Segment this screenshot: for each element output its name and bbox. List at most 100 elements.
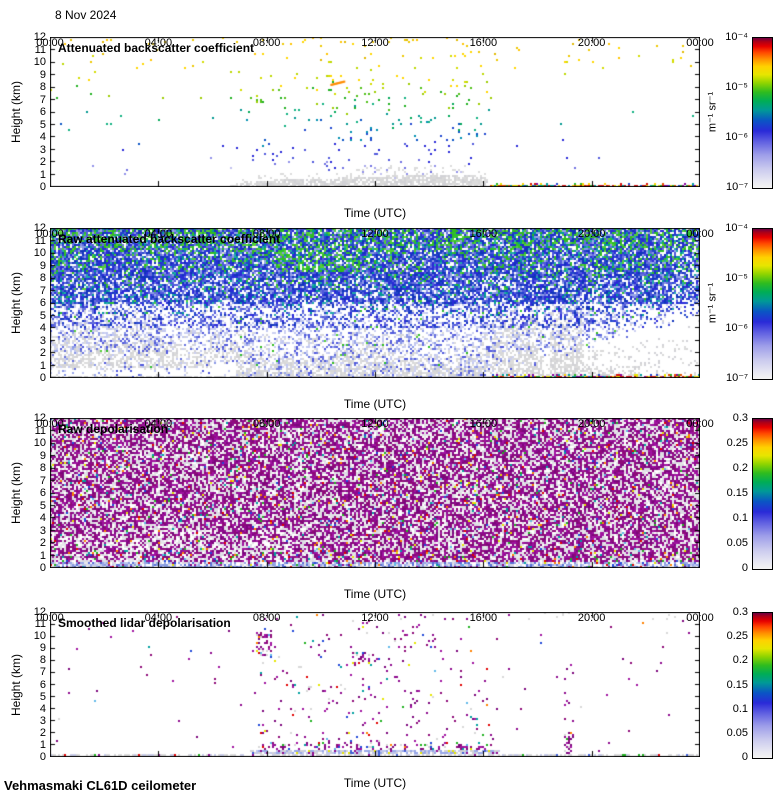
y-tick-label: 4 [39,702,46,715]
y-tick-label: 12 [33,412,46,424]
colorbar-tick-label: 10⁻⁶ [725,131,748,143]
date-label: 8 Nov 2024 [55,8,117,22]
y-tick-label: 12 [33,31,46,43]
colorbar-tick-label: 0.15 [726,487,748,499]
plot-title: Attenuated backscatter coefficient [58,41,255,55]
colorbar-tick-label: 0.3 [732,606,748,618]
y-tick-label: 8 [39,272,46,284]
colorbar-tick-labels: 10⁻⁴ 10⁻⁵ 10⁻⁶ 10⁻⁷ [698,222,748,384]
colorbar-tick-label: 10⁻⁶ [725,322,748,334]
colorbar [752,228,773,380]
y-tick-labels: 0 1 2 3 4 5 6 7 8 9 10 11 12 [20,222,46,384]
y-tick-label: 8 [39,462,46,474]
x-tick-label: 16:00 [469,418,498,430]
x-tick-label: 00:00 [686,612,714,624]
x-tick-label: 08:00 [252,37,281,49]
raw-backscatter-canvas [50,228,700,378]
smoothed-depolarisation-canvas [50,612,700,757]
colorbar-tick-label: 0.2 [732,461,748,474]
colorbar-tick-label: 10⁻⁴ [725,222,748,234]
attenuated-backscatter-canvas [50,37,700,187]
y-tick-label: 2 [39,347,46,359]
x-tick-label: 20:00 [577,37,606,49]
colorbar-tick-label: 0.15 [726,678,748,691]
colorbar [752,37,773,189]
y-tick-label: 9 [39,259,46,272]
y-tick-label: 2 [39,537,46,549]
x-axis-label: Time (UTC) [343,397,407,411]
y-tick-label: 10 [33,56,46,68]
x-tick-label: 04:00 [144,418,173,430]
colorbar-unit-label: m⁻¹ sr⁻¹ [706,282,719,324]
y-tick-label: 8 [39,654,46,667]
colorbar-tick-label: 0.05 [726,726,748,739]
colorbar-tick-label: 10⁻⁷ [725,372,748,384]
x-tick-label: 08:00 [252,612,281,624]
x-tick-label: 04:00 [144,37,173,49]
x-tick-label: 00:00 [686,418,714,430]
y-tick-label: 5 [39,499,46,512]
x-tick-label: 12:00 [361,612,389,624]
colorbar-tick-label: 0.25 [726,437,748,449]
x-tick-label: 16:00 [469,228,498,240]
y-tick-label: 4 [39,131,46,143]
y-tick-label: 6 [39,678,46,691]
colorbar-tick-label: 0.2 [732,654,748,667]
y-tick-label: 7 [39,666,46,679]
x-axis-label: Time (UTC) [343,587,407,601]
panel-raw-depolarisation: Height (km) 0 1 2 3 4 5 6 7 8 9 10 11 12 Raw depolar… [0,412,780,608]
y-tick-label: 0 [39,751,46,763]
x-axis-label: Time (UTC) [343,776,407,790]
colorbar-tick-label: 0 [741,751,748,763]
x-tick-label: 16:00 [469,37,498,49]
y-tick-label: 4 [39,512,46,524]
x-tick-label: 20:00 [577,418,606,430]
plot-title: Smoothed lidar depolarisation [58,616,231,630]
y-tick-label: 10 [33,437,46,449]
x-tick-label: 00:00 [36,418,64,430]
y-tick-label: 1 [39,168,46,181]
y-tick-label: 4 [39,322,46,334]
y-tick-label: 3 [39,524,46,537]
x-tick-label: 12:00 [361,37,389,49]
colorbar-tick-label: 0.25 [726,630,748,643]
panel-attenuated-backscatter: Height (km) 0 1 2 3 4 5 6 7 8 9 10 11 12 Attenuated … [0,31,780,227]
y-tick-label: 9 [39,449,46,462]
colorbar-tick-label: 10⁻⁵ [725,271,748,284]
y-tick-label: 5 [39,309,46,322]
x-tick-label: 20:00 [577,228,606,240]
x-tick-label: 08:00 [252,228,281,240]
colorbar-tick-label: 0.05 [726,536,748,549]
panel-smoothed-depolarisation: Height (km) 0 1 2 3 4 5 6 7 8 9 10 11 12 Smoothed li… [0,606,780,797]
y-tick-label: 3 [39,714,46,727]
y-tick-label: 1 [39,359,46,372]
x-tick-label: 04:00 [144,612,173,624]
y-tick-label: 11 [34,234,46,247]
colorbar-tick-label: 0 [741,562,748,574]
y-tick-label: 2 [39,726,46,739]
y-tick-label: 1 [39,738,46,751]
x-tick-label: 00:00 [36,228,64,240]
y-tick-label: 0 [39,181,46,193]
colorbar-tick-labels: 10⁻⁴ 10⁻⁵ 10⁻⁶ 10⁻⁷ [698,31,748,193]
x-tick-label: 00:00 [36,37,64,49]
colorbar [752,612,773,759]
y-tick-label: 11 [34,618,46,631]
y-tick-label: 2 [39,156,46,168]
x-tick-label: 04:00 [144,228,173,240]
plot-title: Raw attenuated backscatter coefficient [58,232,281,246]
y-tick-label: 7 [39,474,46,487]
x-tick-label: 12:00 [361,418,389,430]
colorbar-tick-labels: 0.3 0.25 0.2 0.15 0.1 0.05 0 [698,606,748,763]
y-tick-label: 5 [39,690,46,703]
colorbar-tick-label: 0.3 [732,412,748,424]
colorbar-tick-label: 10⁻⁵ [725,80,748,93]
y-tick-labels: 0 1 2 3 4 5 6 7 8 9 10 11 12 [20,31,46,193]
y-tick-label: 12 [33,222,46,234]
colorbar-unit-label: m⁻¹ sr⁻¹ [706,91,719,133]
x-tick-label: 00:00 [686,37,714,49]
colorbar-tick-label: 10⁻⁴ [725,31,748,43]
x-axis-label: Time (UTC) [343,206,407,220]
y-tick-label: 3 [39,143,46,156]
